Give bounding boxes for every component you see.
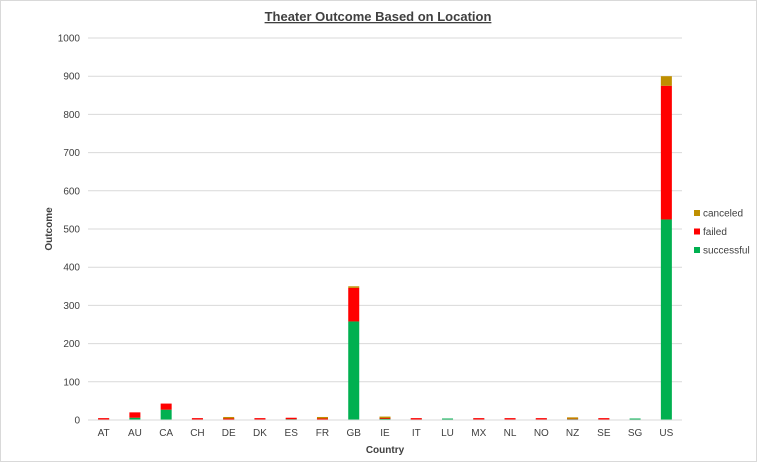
x-tick-label-au: AU	[128, 428, 142, 439]
x-tick-label-fr: FR	[316, 428, 329, 439]
bar-failed-us	[660, 85, 672, 220]
x-tick-label-it: IT	[412, 428, 421, 439]
bar-failed-no	[535, 418, 547, 420]
bars	[98, 76, 672, 420]
bar-failed-dk	[254, 418, 266, 420]
x-tick-label-ca: CA	[159, 428, 173, 439]
bar-failed-de	[223, 418, 235, 420]
legend: canceled failed successful	[694, 209, 750, 257]
bar-canceled-nz	[567, 417, 579, 419]
y-tick-label: 400	[63, 263, 80, 274]
bar-failed-nl	[504, 418, 516, 420]
x-tick-label-se: SE	[597, 428, 611, 439]
y-axis-label: Outcome	[44, 207, 55, 251]
bar-failed-fr	[316, 418, 328, 420]
x-axis-ticks: AT AU CA CH DE DK ES FR GB IE IT LU MX NL NO NZ SE SG US	[98, 428, 674, 439]
bar-failed-se	[598, 418, 610, 420]
bar-canceled-de	[223, 416, 235, 419]
y-tick-label: 500	[63, 225, 80, 236]
x-tick-label-nz: NZ	[566, 428, 579, 439]
y-tick-label: 700	[63, 148, 80, 159]
bar-successful-gb	[348, 321, 360, 420]
bar-failed-ie	[379, 417, 391, 419]
x-tick-label-mx: MX	[471, 428, 486, 439]
y-tick-label: 300	[63, 301, 80, 312]
y-tick-label: 1000	[58, 34, 81, 45]
bar-failed-mx	[473, 418, 485, 420]
y-tick-label: 0	[74, 416, 80, 427]
legend-swatch-successful	[694, 247, 700, 253]
legend-swatch-canceled	[694, 210, 700, 216]
x-tick-label-de: DE	[222, 428, 236, 439]
bar-canceled-ie	[379, 416, 391, 419]
x-tick-label-lu: LU	[441, 428, 454, 439]
bar-canceled-us	[660, 76, 672, 86]
bar-failed-at	[98, 418, 110, 420]
x-tick-label-no: NO	[534, 428, 549, 439]
y-tick-label: 900	[63, 72, 80, 83]
legend-label-canceled: canceled	[703, 209, 743, 220]
bar-canceled-gb	[348, 286, 360, 288]
x-tick-label-es: ES	[285, 428, 299, 439]
chart-title: Theater Outcome Based on Location	[265, 9, 492, 24]
y-axis-ticks: 0 100 200 300 400 500 600 700 800 900 1000	[58, 34, 81, 427]
x-tick-label-nl: NL	[504, 428, 517, 439]
bar-failed-au	[129, 412, 141, 418]
x-tick-label-us: US	[659, 428, 673, 439]
legend-swatch-failed	[694, 228, 700, 235]
legend-label-failed: failed	[703, 227, 727, 238]
bar-failed-ca	[160, 403, 172, 410]
x-tick-label-ch: CH	[190, 428, 204, 439]
bar-failed-ch	[191, 418, 203, 420]
bar-failed-es	[285, 417, 297, 420]
bar-successful-au	[129, 417, 141, 420]
y-tick-label: 600	[63, 186, 80, 197]
bar-failed-gb	[348, 287, 360, 322]
bar-successful-nz	[567, 418, 579, 420]
x-tick-label-gb: GB	[347, 428, 362, 439]
x-tick-label-ie: IE	[380, 428, 390, 439]
bar-successful-ca	[160, 409, 172, 420]
x-axis-label: Country	[366, 445, 405, 456]
y-tick-label: 100	[63, 377, 80, 388]
y-tick-label: 200	[63, 339, 80, 350]
bar-failed-it	[410, 418, 422, 420]
gridlines	[88, 37, 682, 383]
bar-successful-us	[660, 219, 672, 420]
bar-successful-es	[285, 418, 297, 420]
x-tick-label-sg: SG	[628, 428, 643, 439]
x-tick-label-dk: DK	[253, 428, 267, 439]
bar-successful-sg	[629, 418, 641, 420]
bar-canceled-fr	[316, 416, 328, 419]
y-tick-label: 800	[63, 110, 80, 121]
bar-successful-lu	[442, 418, 454, 420]
legend-label-successful: successful	[703, 246, 750, 257]
x-tick-label-at: AT	[98, 428, 110, 439]
bar-successful-ie	[379, 418, 391, 420]
